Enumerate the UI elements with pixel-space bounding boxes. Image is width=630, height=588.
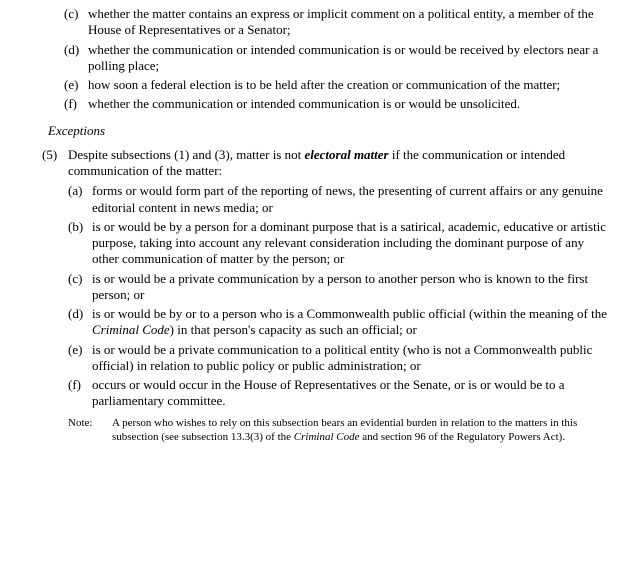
item-text: is or would be a private communication b…	[92, 271, 612, 304]
item-marker: (b)	[68, 219, 92, 268]
list-item: (c) whether the matter contains an expre…	[64, 6, 612, 39]
item-text: how soon a federal election is to be hel…	[88, 77, 612, 93]
item-text: is or would be by or to a person who is …	[92, 306, 612, 339]
item-marker: (f)	[68, 377, 92, 410]
list-item: (c)is or would be a private communicatio…	[68, 271, 612, 304]
item-text: forms or would form part of the reportin…	[92, 183, 612, 216]
item-text: whether the communication or intended co…	[88, 96, 612, 112]
exceptions-heading: Exceptions	[48, 123, 612, 139]
note-body: A person who wishes to rely on this subs…	[112, 416, 612, 445]
item-marker: (c)	[64, 6, 88, 39]
list-item: (e)is or would be a private communicatio…	[68, 342, 612, 375]
item-text: whether the matter contains an express o…	[88, 6, 612, 39]
note-label: Note:	[68, 416, 112, 445]
item-marker: (c)	[68, 271, 92, 304]
subsection-intro: Despite subsections (1) and (3), matter …	[68, 147, 612, 180]
list-item: (b)is or would be by a person for a domi…	[68, 219, 612, 268]
list-item: (d) whether the communication or intende…	[64, 42, 612, 75]
list-item: (d)is or would be by or to a person who …	[68, 306, 612, 339]
item-marker: (a)	[68, 183, 92, 216]
list-item: (f)occurs or would occur in the House of…	[68, 377, 612, 410]
item-marker: (d)	[68, 306, 92, 339]
list-item: (f) whether the communication or intende…	[64, 96, 612, 112]
item-text: occurs or would occur in the House of Re…	[92, 377, 612, 410]
subsection-5: (5) Despite subsections (1) and (3), mat…	[42, 147, 612, 180]
intro-em: electoral matter	[304, 147, 388, 162]
item-text: whether the communication or intended co…	[88, 42, 612, 75]
subsection-marker: (5)	[42, 147, 68, 180]
item-marker: (d)	[64, 42, 88, 75]
legislation-page: (c) whether the matter contains an expre…	[0, 0, 630, 454]
item-marker: (e)	[64, 77, 88, 93]
item-marker: (f)	[64, 96, 88, 112]
intro-pre: Despite subsections (1) and (3), matter …	[68, 147, 304, 162]
item-text: is or would be a private communication t…	[92, 342, 612, 375]
list-item: (a)forms or would form part of the repor…	[68, 183, 612, 216]
item-text: is or would be by a person for a dominan…	[92, 219, 612, 268]
item-marker: (e)	[68, 342, 92, 375]
note: Note: A person who wishes to rely on thi…	[68, 416, 612, 445]
list-item: (e) how soon a federal election is to be…	[64, 77, 612, 93]
subsection-5-list: (a)forms or would form part of the repor…	[68, 183, 612, 409]
top-paragraph-list: (c) whether the matter contains an expre…	[64, 6, 612, 113]
